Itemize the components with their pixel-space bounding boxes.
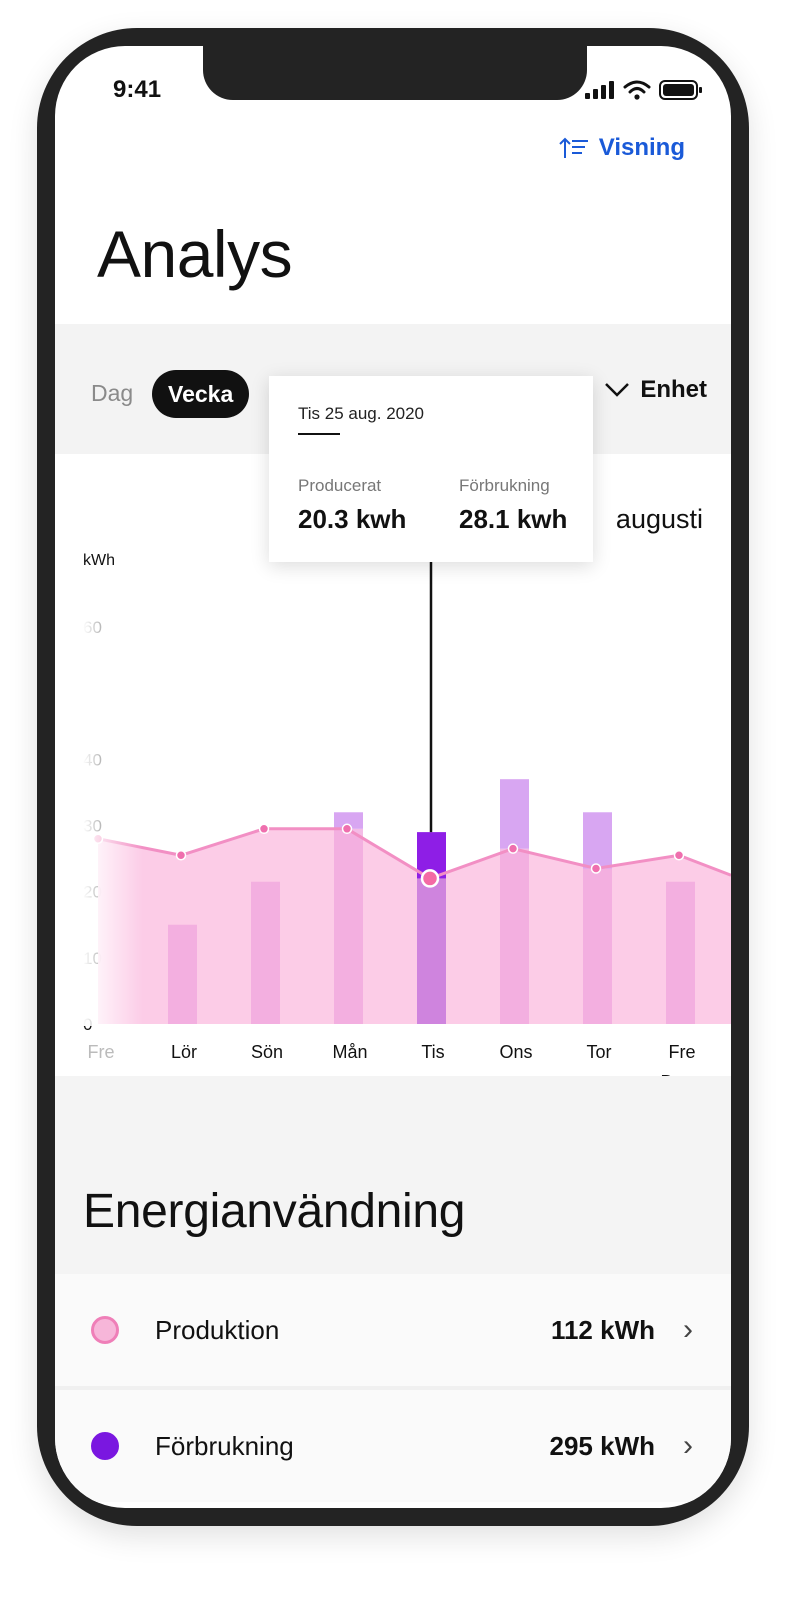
period-tab-day[interactable]: Dag (91, 380, 134, 406)
signal-icon (585, 81, 614, 99)
tooltip-date: Tis 25 aug. 2020 (298, 404, 425, 423)
x-tick-label: Lör (171, 1042, 197, 1062)
x-tick-label: Ons (499, 1042, 532, 1062)
consumption-bar-top (334, 812, 363, 829)
production-point (258, 823, 270, 835)
consumption-dot-icon (91, 1432, 119, 1460)
energy-row-label: Produktion (155, 1314, 280, 1345)
energy-row-value: 295 kWh (549, 1430, 656, 1461)
battery-icon (659, 80, 702, 100)
production-point (590, 863, 602, 874)
left-fade (83, 546, 143, 1026)
energy-row-production[interactable]: Produktion 112 kWh › (55, 1274, 731, 1386)
status-icons (585, 80, 703, 100)
production-point (341, 823, 353, 835)
screen: 9:41 Visning Analys Dag Vecka (55, 46, 731, 1508)
consumption-bar (500, 848, 529, 1024)
consumption-bar (417, 878, 446, 1024)
tooltip-underline (298, 433, 340, 435)
sort-icon (559, 137, 588, 158)
x-tick-label: Fre (88, 1042, 115, 1062)
consumption-bar (251, 881, 280, 1024)
page-title: Analys (97, 217, 293, 291)
x-tick-label: Tis (421, 1042, 444, 1062)
energy-title: Energianvändning (83, 1185, 466, 1238)
production-point (673, 850, 685, 861)
chevron-down-icon (605, 383, 630, 397)
tooltip-produced-value: 20.3 kwh (298, 504, 407, 534)
tooltip-consumed-label: Förbrukning (459, 476, 550, 495)
notch (203, 46, 587, 100)
energy-row-value: 112 kWh (550, 1314, 655, 1345)
unit-dropdown[interactable]: Enhet (604, 376, 707, 404)
consumption-bar-top (583, 812, 612, 869)
consumption-bar-top (500, 779, 529, 849)
period-tab-week[interactable]: Vecka (152, 370, 250, 418)
x-tick-label: Tor (586, 1042, 611, 1062)
consumption-bar (168, 924, 197, 1024)
y-axis-label: kWh (83, 552, 115, 569)
production-dot-icon (91, 1316, 119, 1344)
x-tick-label: Mån (332, 1042, 367, 1062)
wifi-icon (623, 80, 651, 100)
tooltip-consumed-value: 28.1 kwh (459, 504, 568, 534)
energy-section (55, 1076, 731, 1276)
chevron-right-icon: › (683, 1429, 693, 1462)
row-divider (55, 1386, 731, 1390)
production-point (420, 869, 440, 888)
consumption-bar (666, 881, 695, 1024)
consumption-bar (334, 828, 363, 1024)
consumption-bar (583, 868, 612, 1024)
production-point (175, 850, 187, 861)
chevron-right-icon: › (683, 1313, 693, 1346)
view-button[interactable]: Visning (559, 134, 685, 162)
view-button-label: Visning (598, 134, 685, 161)
unit-dropdown-label: Enhet (640, 376, 707, 403)
energy-row-consumption[interactable]: Förbrukning 295 kWh › (55, 1390, 731, 1502)
x-tick-label: Sön (251, 1042, 283, 1062)
chart-tooltip: Tis 25 aug. 2020 Producerat 20.3 kwh För… (269, 376, 593, 562)
date-range-label: augusti (615, 504, 703, 534)
tooltip-produced-label: Producerat (298, 476, 382, 495)
x-tick-label: Fre (669, 1042, 696, 1062)
energy-row-label: Förbrukning (155, 1430, 294, 1461)
production-point (507, 843, 519, 854)
status-time: 9:41 (113, 76, 162, 103)
